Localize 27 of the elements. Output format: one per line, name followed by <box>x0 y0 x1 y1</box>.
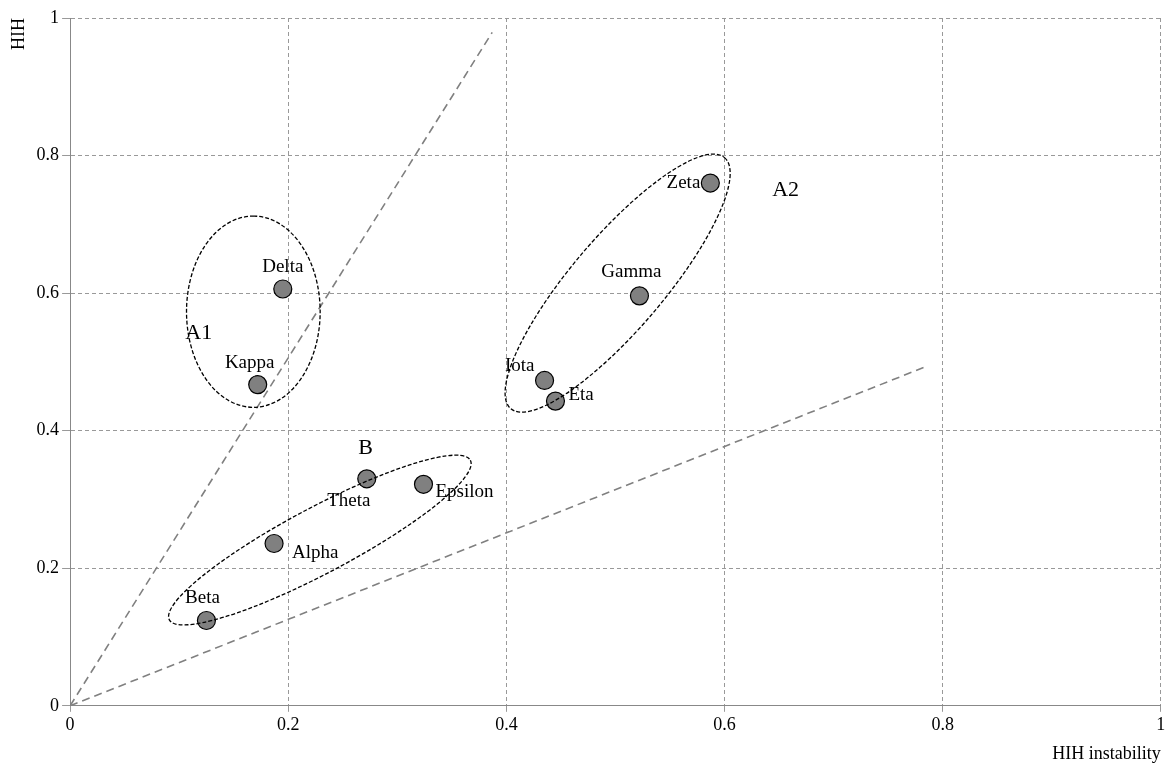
x-tick-label: 0.2 <box>276 714 300 735</box>
data-label: Zeta <box>666 171 701 193</box>
annotation: A1 <box>185 318 213 344</box>
y-tick-label: 0.6 <box>36 281 60 302</box>
y-axis-title: HIH <box>7 18 28 50</box>
x-tick-label: 1 <box>1156 714 1166 735</box>
annotation: A2 <box>772 176 800 202</box>
annotation: B <box>358 433 374 459</box>
data-label: Delta <box>262 254 304 276</box>
data-label: Beta <box>185 586 221 608</box>
y-tick-label: 1 <box>50 6 60 27</box>
data-label: Epsilon <box>435 480 495 502</box>
y-tick-label: 0.8 <box>36 144 60 165</box>
x-tick-label: 0.4 <box>495 714 518 735</box>
x-axis-title: HIH instability <box>1052 742 1161 763</box>
data-label: Theta <box>327 488 371 510</box>
data-label: Kappa <box>224 350 276 372</box>
x-tick-label: 0.8 <box>931 714 954 735</box>
data-label: Gamma <box>601 259 663 281</box>
y-tick-label: 0 <box>50 694 60 715</box>
y-tick-label: 0.2 <box>36 556 60 577</box>
data-label: Iota <box>505 354 536 376</box>
data-label: Alpha <box>292 541 340 563</box>
y-tick-label: 0.4 <box>36 419 60 440</box>
x-tick-label: 0 <box>65 714 75 735</box>
data-label: Eta <box>568 383 595 405</box>
x-tick-label: 0.6 <box>713 714 736 735</box>
